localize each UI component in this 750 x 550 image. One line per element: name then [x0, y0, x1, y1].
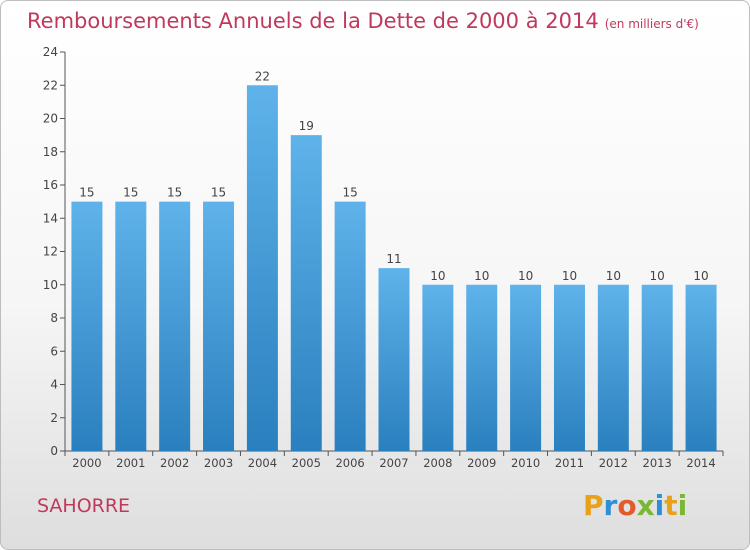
logo-letter: t — [664, 489, 678, 522]
data-label: 10 — [650, 269, 665, 283]
bar — [71, 201, 103, 451]
logo-letter: P — [583, 489, 604, 522]
logo-letter: r — [603, 489, 618, 522]
data-labels: 15 15 15 15 22 19 15 11 10 10 10 10 10 10 10 — [79, 69, 708, 283]
bar — [597, 284, 629, 451]
x-tick-label: 2007 — [379, 456, 408, 470]
data-label: 15 — [211, 186, 226, 200]
x-tick-label: 2004 — [248, 456, 277, 470]
chart-title: Remboursements Annuels de la Dette de 20… — [27, 9, 699, 33]
logo-letter: i — [654, 489, 665, 522]
y-tick-label: 0 — [50, 444, 58, 458]
y-tick-label: 14 — [43, 211, 58, 225]
x-tick-label: 2011 — [555, 456, 584, 470]
chart-title-text: Remboursements Annuels de la Dette de 20… — [27, 9, 599, 33]
bar — [641, 284, 673, 451]
x-tick-label: 2002 — [160, 456, 189, 470]
logo-letter: i — [677, 489, 688, 522]
x-tick-label: 2012 — [599, 456, 628, 470]
bar — [334, 201, 366, 451]
chart-unit-label: (en milliers d'€) — [604, 17, 699, 31]
data-label: 22 — [255, 69, 270, 83]
y-tick-label: 22 — [43, 78, 58, 92]
data-label: 10 — [474, 269, 489, 283]
y-tick-label: 12 — [43, 245, 58, 259]
bar — [378, 268, 410, 451]
x-tick-label: 2003 — [204, 456, 233, 470]
bar — [510, 284, 542, 451]
data-label: 10 — [562, 269, 577, 283]
data-label: 15 — [79, 186, 94, 200]
logo-letter: o — [617, 489, 637, 522]
bar — [246, 85, 278, 451]
commune-name: SAHORRE — [37, 495, 131, 517]
bar — [553, 284, 585, 451]
data-label: 19 — [299, 119, 314, 133]
x-tick-label: 2013 — [643, 456, 672, 470]
x-tick-label: 2008 — [423, 456, 452, 470]
x-tick-label: 2001 — [116, 456, 145, 470]
y-tick-label: 8 — [50, 311, 58, 325]
x-tick-label: 2014 — [686, 456, 715, 470]
y-tick-label: 4 — [50, 378, 58, 392]
x-tick-label: 2010 — [511, 456, 540, 470]
data-label: 15 — [123, 186, 138, 200]
y-tick-label: 6 — [50, 344, 58, 358]
bar — [290, 135, 322, 451]
data-label: 10 — [693, 269, 708, 283]
y-tick-label: 10 — [43, 278, 58, 292]
x-tick-label: 2000 — [72, 456, 101, 470]
bar — [466, 284, 498, 451]
data-label: 10 — [606, 269, 621, 283]
bar — [115, 201, 147, 451]
data-label: 10 — [518, 269, 533, 283]
bar — [685, 284, 717, 451]
logo-letter: x — [636, 489, 655, 522]
y-tick-label: 24 — [43, 45, 58, 59]
x-tick-label: 2005 — [292, 456, 321, 470]
data-label: 15 — [342, 186, 357, 200]
x-tick-label: 2009 — [467, 456, 496, 470]
bar — [422, 284, 454, 451]
y-tick-label: 2 — [50, 411, 58, 425]
y-tick-label: 18 — [43, 145, 58, 159]
x-tick-label: 2006 — [335, 456, 364, 470]
data-label: 10 — [430, 269, 445, 283]
bar — [159, 201, 191, 451]
bar — [203, 201, 235, 451]
data-label: 15 — [167, 186, 182, 200]
data-label: 11 — [386, 252, 401, 266]
proxiti-logo: Proxiti — [583, 489, 687, 522]
y-tick-label: 16 — [43, 178, 58, 192]
x-axis: 2000 2001 2002 2003 2004 2005 2006 2007 2008 2009… — [64, 450, 724, 470]
y-tick-label: 20 — [43, 112, 58, 126]
bars — [71, 85, 717, 451]
